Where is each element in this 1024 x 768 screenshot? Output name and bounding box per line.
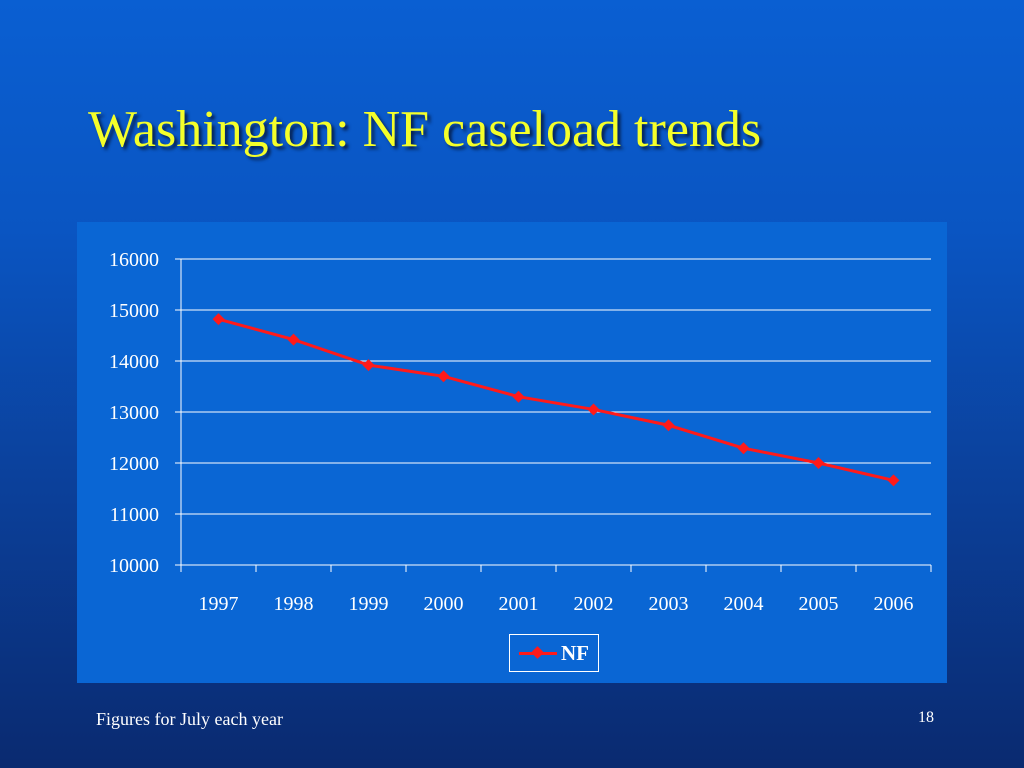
x-tick-label: 2003 [649,593,689,615]
data-point-marker [887,474,900,487]
legend-label-nf: NF [561,640,589,665]
footnote: Figures for July each year [96,709,283,729]
data-point-marker [287,333,300,346]
x-tick-label: 2006 [874,593,914,615]
x-tick-label: 2002 [574,593,614,615]
page-number: 18 [918,709,934,726]
data-point-marker [212,313,225,326]
line-chart: 10000 11000 12000 13000 14000 15000 16000 1997 1… [109,249,932,615]
data-point-marker [437,370,450,383]
data-point-marker [512,390,525,403]
data-point-marker [662,419,675,432]
data-point-marker [362,359,375,372]
series-line-nf [218,317,894,482]
data-point-marker [812,457,825,469]
y-tick-label: 10000 [109,555,159,577]
x-tick-label: 2004 [724,593,764,615]
y-tick-label: 16000 [109,249,159,271]
slide-title: Washington: NF caseload trends [88,101,762,158]
x-tick-label: 1997 [199,593,239,615]
x-tick-label: 2005 [799,593,839,615]
legend-swatch-nf [519,646,557,660]
x-tick-label: 1998 [274,593,314,615]
y-tick-label: 13000 [109,402,159,424]
x-tick-label: 1999 [349,593,389,615]
data-point-marker [737,442,750,455]
diamond-marker-icon [531,646,544,659]
y-tick-label: 11000 [110,504,159,526]
x-tick-label: 2000 [424,593,464,615]
data-point-marker [587,403,600,416]
chart-panel: 10000 11000 12000 13000 14000 15000 16000 1997 1… [77,222,947,683]
y-tick-label: 14000 [109,351,159,373]
x-tick-label: 2001 [499,593,539,615]
y-tick-label: 15000 [109,300,159,322]
chart-legend: NF [509,634,599,672]
y-tick-label: 12000 [109,453,159,475]
